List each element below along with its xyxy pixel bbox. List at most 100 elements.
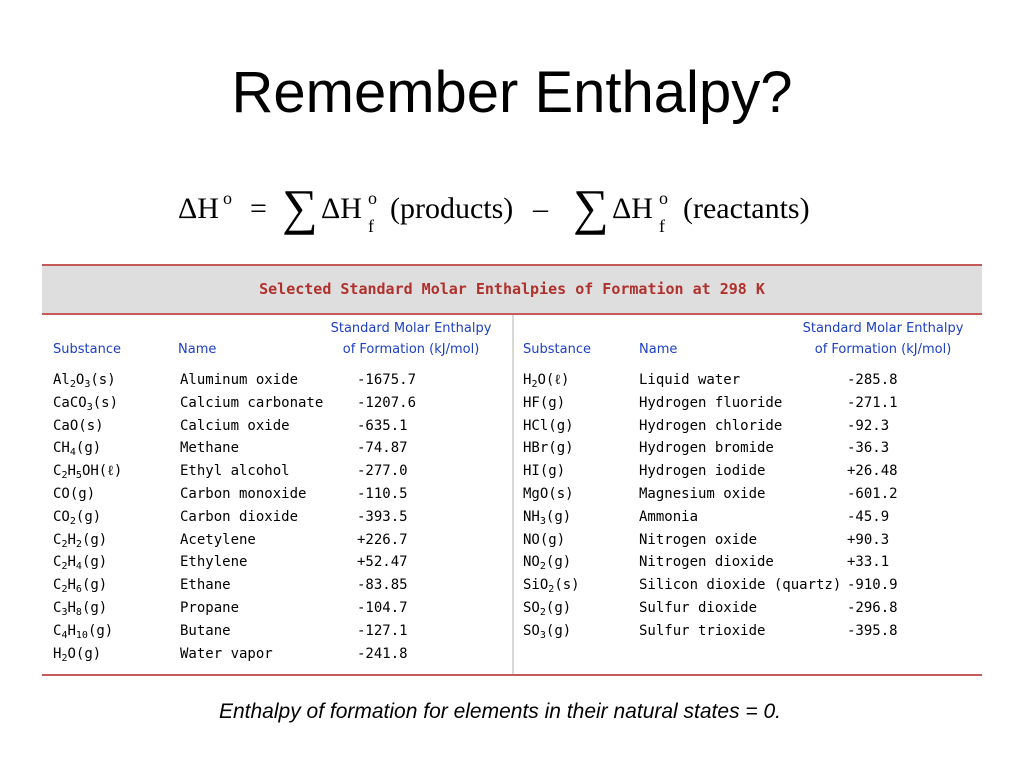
table-left-half: Substance Name Standard Molar Enthalpy o… [42, 315, 512, 674]
enthalpy-formula: ΔH o = ∑ ΔH o f (products) – ∑ ΔH o f (r… [178, 178, 858, 238]
substance-formula: NO2(g) [523, 554, 572, 573]
substance-name: Sulfur trioxide [639, 622, 766, 639]
substance-formula: H2O(g) [53, 645, 102, 664]
substance-name: Ethylene [180, 554, 248, 571]
substance-name: Nitrogen oxide [639, 531, 758, 548]
table-row: HBr(g) Hydrogen bromide -36.3 [514, 438, 984, 461]
table-row: C2H5OH(ℓ) Ethyl alcohol -277.0 [42, 461, 512, 484]
table-row: C3H8(g) Propane -104.7 [42, 598, 512, 621]
header-substance-right: Substance [523, 342, 591, 357]
enthalpy-value: -241.8 [357, 645, 408, 662]
enthalpy-value: -285.8 [847, 372, 898, 388]
enthalpy-value: -1207.6 [357, 394, 417, 411]
enthalpy-value: -277.0 [357, 463, 408, 480]
table-row: SO3(g) Sulfur trioxide -395.8 [514, 621, 984, 644]
enthalpy-value: -635.1 [357, 417, 408, 434]
enthalpy-value: +33.1 [847, 554, 890, 571]
substance-formula: SO3(g) [523, 622, 572, 641]
table-row: MgO(s) Magnesium oxide -601.2 [514, 484, 984, 507]
table-row: C4H10(g) Butane -127.1 [42, 621, 512, 644]
substance-formula: C2H2(g) [53, 531, 108, 550]
table-row: NH3(g) Ammonia -45.9 [514, 507, 984, 530]
formula-lhs: ΔH [178, 192, 219, 225]
substance-name: Nitrogen dioxide [639, 554, 774, 571]
substance-name: Methane [180, 440, 240, 457]
substance-name: Propane [180, 600, 240, 616]
substance-name: Water vapor [180, 645, 273, 662]
enthalpy-value: -74.87 [357, 440, 408, 457]
enthalpy-value: -271.1 [847, 394, 898, 411]
table-title: Selected Standard Molar Enthalpies of Fo… [42, 266, 982, 315]
enthalpy-value: -393.5 [357, 508, 408, 525]
substance-name: Ethyl alcohol [180, 463, 290, 480]
substance-name: Carbon monoxide [180, 486, 307, 502]
substance-formula: CH4(g) [53, 440, 102, 459]
substance-name: Calcium oxide [180, 417, 290, 434]
substance-name: Acetylene [180, 531, 256, 548]
table-row: H2O(ℓ) Liquid water -285.8 [514, 370, 984, 393]
enthalpy-value: -36.3 [847, 440, 890, 457]
substance-name: Ethane [180, 577, 231, 594]
formula-sigma-products: ∑ [282, 179, 318, 235]
enthalpy-value: -296.8 [847, 600, 898, 616]
formula-term-products: ΔH [321, 192, 362, 225]
enthalpy-value: -910.9 [847, 577, 898, 594]
formula-reactants: (reactants) [683, 192, 810, 225]
substance-name: Carbon dioxide [180, 508, 299, 525]
substance-formula: HF(g) [523, 394, 566, 411]
substance-formula: CO(g) [53, 486, 96, 502]
substance-formula: SiO2(s) [523, 577, 580, 596]
enthalpy-value: -104.7 [357, 600, 408, 616]
substance-name: Hydrogen fluoride [639, 394, 783, 411]
substance-formula: C4H10(g) [53, 622, 114, 641]
enthalpy-value: -127.1 [357, 622, 408, 639]
table-row: HF(g) Hydrogen fluoride -271.1 [514, 393, 984, 416]
table-row: C2H2(g) Acetylene +226.7 [42, 530, 512, 553]
substance-formula: SO2(g) [523, 600, 572, 618]
header-value-left-line1: Standard Molar Enthalpy [330, 321, 492, 336]
substance-name: Silicon dioxide (quartz) [639, 577, 842, 594]
table-row: C2H6(g) Ethane -83.85 [42, 575, 512, 598]
substance-name: Butane [180, 622, 231, 639]
substance-formula: HCl(g) [523, 417, 574, 434]
table-row: SiO2(s) Silicon dioxide (quartz) -910.9 [514, 575, 984, 598]
header-value-right-line2: of Formation (kJ/mol) [814, 342, 952, 357]
table-row: SO2(g) Sulfur dioxide -296.8 [514, 598, 984, 621]
substance-name: Hydrogen iodide [639, 463, 766, 480]
substance-name: Calcium carbonate [180, 394, 324, 411]
table-right-half: Substance Name Standard Molar Enthalpy o… [512, 315, 984, 674]
enthalpy-value: +26.48 [847, 463, 898, 480]
substance-formula: C2H6(g) [53, 577, 108, 596]
substance-formula: C2H5OH(ℓ) [53, 463, 123, 482]
table-row: HI(g) Hydrogen iodide +26.48 [514, 461, 984, 484]
table-row: CaO(s) Calcium oxide -635.1 [42, 416, 512, 439]
substance-formula: C2H4(g) [53, 554, 108, 573]
enthalpy-table: Selected Standard Molar Enthalpies of Fo… [42, 264, 982, 676]
formula-equals: = [250, 192, 267, 225]
substance-name: Hydrogen bromide [639, 440, 774, 457]
substance-name: Ammonia [639, 508, 699, 525]
formula-sub-reactants: f [659, 216, 665, 236]
substance-name: Magnesium oxide [639, 486, 766, 502]
formula-degree-products: o [368, 188, 377, 208]
table-row: HCl(g) Hydrogen chloride -92.3 [514, 416, 984, 439]
enthalpy-value: +226.7 [357, 531, 408, 548]
formula-term-reactants: ΔH [612, 192, 653, 225]
substance-formula: CO2(g) [53, 508, 102, 527]
substance-name: Sulfur dioxide [639, 600, 758, 616]
substance-formula: CaO(s) [53, 417, 104, 434]
header-substance-left: Substance [53, 342, 121, 357]
substance-formula: C3H8(g) [53, 600, 108, 618]
substance-formula: NO(g) [523, 531, 566, 548]
table-row: NO2(g) Nitrogen dioxide +33.1 [514, 552, 984, 575]
substance-formula: HBr(g) [523, 440, 574, 457]
substance-name: Aluminum oxide [180, 372, 299, 388]
enthalpy-value: +52.47 [357, 554, 408, 571]
table-row: C2H4(g) Ethylene +52.47 [42, 552, 512, 575]
header-value-left-line2: of Formation (kJ/mol) [342, 342, 480, 357]
formula-sigma-reactants: ∑ [573, 179, 609, 235]
enthalpy-value: -110.5 [357, 486, 408, 502]
table-row: CO(g) Carbon monoxide -110.5 [42, 484, 512, 507]
table-row: H2O(g) Water vapor -241.8 [42, 644, 512, 667]
formula-products: (products) [390, 192, 514, 225]
